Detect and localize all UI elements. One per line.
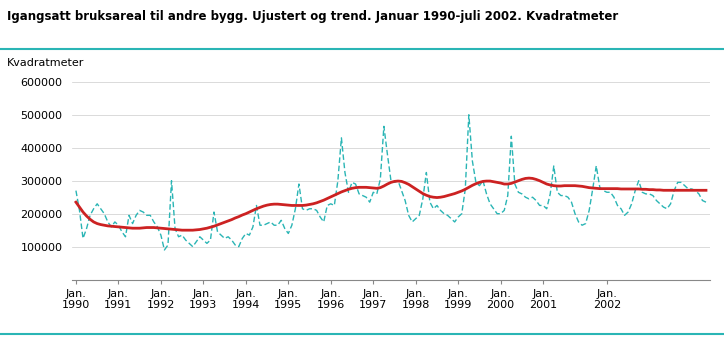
- Text: Igangsatt bruksareal til andre bygg. Ujustert og trend. Januar 1990-juli 2002. K: Igangsatt bruksareal til andre bygg. Uju…: [7, 10, 618, 23]
- Text: Kvadratmeter: Kvadratmeter: [7, 58, 85, 68]
